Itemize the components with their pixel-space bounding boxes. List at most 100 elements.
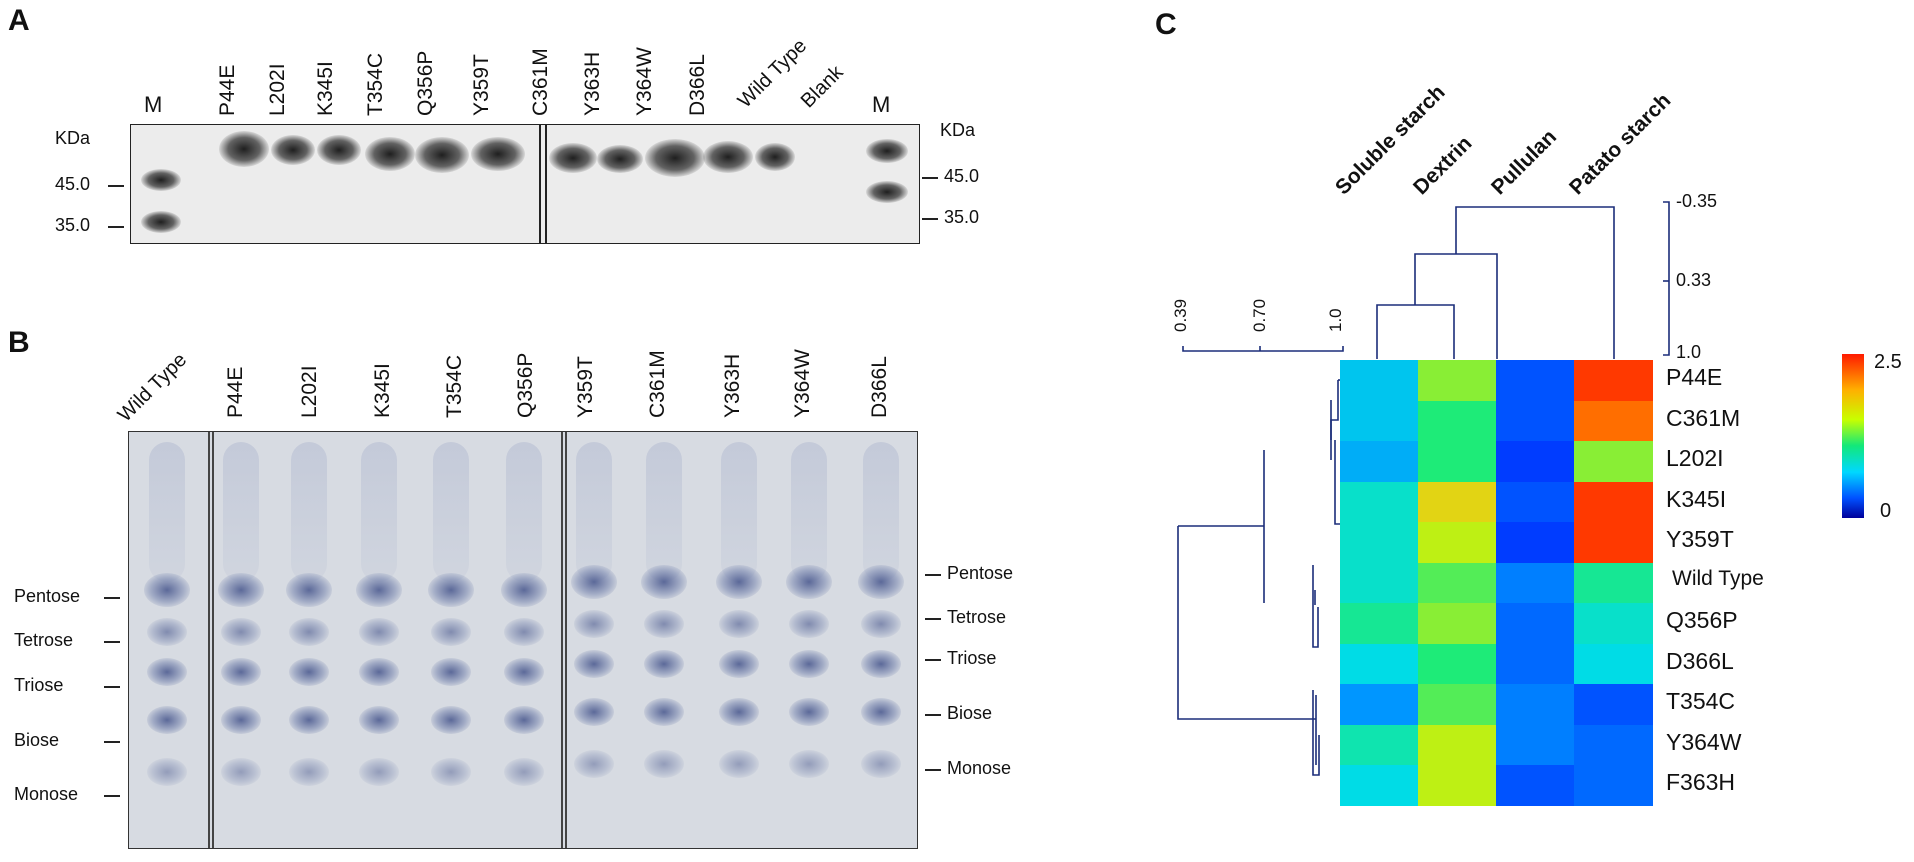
heatmap-cell [1340, 522, 1419, 563]
heatmap-cell [1418, 643, 1497, 685]
tlc-plate-image [128, 431, 918, 849]
heatmap-cell [1496, 643, 1575, 685]
tlc-spot [221, 706, 261, 734]
tlc-spot [289, 658, 329, 686]
row-scale-1.0: 1.0 [1326, 308, 1345, 332]
heatmap-cell [1496, 360, 1575, 401]
tlc-spot [789, 698, 829, 726]
tlc-spot [644, 650, 684, 678]
tlc-spot [289, 706, 329, 734]
panel-a-letter: A [8, 4, 30, 37]
panel-a-right-unit: KDa [940, 120, 976, 140]
tick [104, 686, 120, 688]
tlc-spot [644, 698, 684, 726]
tlc-spot [789, 610, 829, 638]
heatmap-cell [1418, 562, 1497, 604]
heatmap-cell [1418, 441, 1497, 482]
tlc-spot [574, 698, 614, 726]
tlc-spot [289, 758, 329, 786]
heatmap-cell [1340, 724, 1419, 766]
heatmap-cell [1340, 765, 1419, 806]
tlc-spot [147, 658, 187, 686]
tlc-label-right: Biose [947, 703, 993, 723]
tlc-spot [359, 618, 399, 646]
tlc-spot [574, 650, 614, 678]
tlc-spot [719, 610, 759, 638]
heatmap-cell [1496, 522, 1575, 563]
tlc-spot [504, 758, 544, 786]
colorbar-max: 2.5 [1874, 351, 1902, 373]
heatmap-cell [1574, 400, 1653, 442]
heatmap-cell [1418, 724, 1497, 766]
tlc-spot [431, 706, 471, 734]
tick [925, 769, 941, 771]
heatmap-row-label: Q356P [1666, 607, 1738, 633]
heatmap-cell [1340, 684, 1419, 725]
tick [922, 218, 938, 220]
tick [104, 597, 120, 599]
heatmap-row-label: Y364W [1666, 728, 1742, 755]
heatmap-row-label: T354C [1666, 688, 1736, 714]
heatmap-row-label: P44E [1666, 364, 1723, 390]
tlc-spot [289, 618, 329, 646]
heatmap-cell [1496, 562, 1575, 604]
heatmap-cell [1496, 400, 1575, 442]
tlc-spot [431, 658, 471, 686]
tick [108, 185, 124, 187]
western-blot-image [130, 124, 920, 244]
tlc-spot [147, 706, 187, 734]
tick [104, 641, 120, 643]
tlc-spot [221, 658, 261, 686]
tlc-lane-smear [576, 442, 612, 582]
tick [108, 226, 124, 228]
tlc-label-left: Monose [14, 784, 79, 804]
heatmap-cell [1496, 684, 1575, 725]
tlc-spot [147, 758, 187, 786]
tlc-spot [719, 698, 759, 726]
tlc-label-left: Biose [14, 730, 60, 750]
tick [104, 795, 120, 797]
tlc-lane-smear [791, 442, 827, 582]
tlc-spot [719, 750, 759, 778]
heatmap-cell [1340, 481, 1419, 523]
tlc-lane-smear [646, 442, 682, 582]
tlc-spot [571, 565, 617, 599]
tlc-lane-smear [223, 442, 259, 582]
tlc-label-right: Triose [947, 648, 997, 668]
heatmap-cell [1418, 400, 1497, 442]
heatmap-cell [1418, 765, 1497, 806]
heatmap-cell [1340, 441, 1419, 482]
tlc-spot [861, 698, 901, 726]
heatmap-row-label: Wild Type [1672, 566, 1764, 590]
heatmap-cell [1574, 603, 1653, 644]
heatmap-cell [1574, 441, 1653, 482]
heatmap-cell [1418, 684, 1497, 725]
heatmap-cell [1496, 481, 1575, 523]
tlc-spot [356, 573, 402, 607]
tlc-spot [574, 610, 614, 638]
heatmap-cell [1340, 400, 1419, 442]
tick [925, 618, 941, 620]
heatmap-cell [1574, 360, 1653, 401]
heatmap-row-label: K345I [1666, 485, 1727, 512]
colorbar-min: 0 [1880, 500, 1892, 522]
panel-a-right-mark-35: 35.0 [944, 207, 980, 227]
heatmap-cell [1340, 360, 1419, 401]
tlc-spot [504, 658, 544, 686]
tlc-spot [789, 650, 829, 678]
tlc-lane-smear [863, 442, 899, 582]
heatmap-cell [1418, 481, 1497, 523]
tick [925, 574, 941, 576]
panel-a-left-mark-45: 45.0 [55, 174, 91, 194]
tlc-spot [644, 610, 684, 638]
heatmap-cell [1574, 643, 1653, 685]
heatmap-row-label: F363H [1666, 769, 1736, 795]
heatmap-cell [1574, 684, 1653, 725]
tlc-label-left: Pentose [14, 586, 81, 606]
tlc-spot [858, 565, 904, 599]
lane-label-a: M [872, 92, 891, 117]
tlc-spot [501, 573, 547, 607]
heatmap-cell [1574, 724, 1653, 766]
heatmap-row-label: L202I [1666, 445, 1724, 471]
